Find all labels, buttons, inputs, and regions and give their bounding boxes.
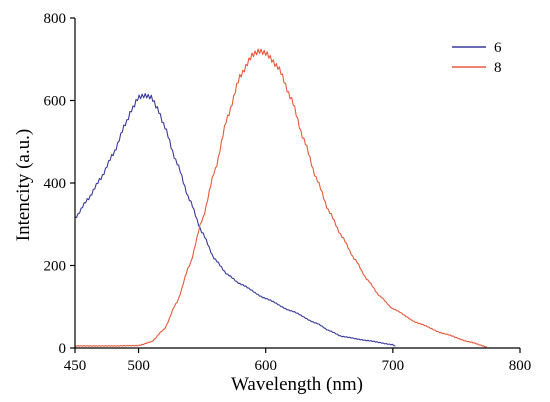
x-tick-label: 500 — [127, 358, 150, 374]
series-6-line — [74, 93, 396, 347]
y-tick-label: 400 — [44, 176, 67, 192]
legend-label-8: 8 — [494, 60, 502, 76]
y-tick-label: 600 — [44, 94, 67, 110]
ticks: 450 500 600 700 800 0 200 400 600 800 — [44, 11, 532, 374]
y-tick-label: 800 — [44, 11, 67, 27]
y-axis-title: Intencity (a.u.) — [13, 129, 34, 241]
legend: 68 — [452, 40, 502, 76]
y-tick-label: 0 — [59, 341, 67, 357]
series-lines — [74, 48, 488, 348]
x-tick-label: 800 — [509, 358, 532, 374]
legend-label-6: 6 — [494, 40, 502, 56]
x-tick-label: 600 — [254, 358, 277, 374]
x-tick-label: 700 — [382, 358, 405, 374]
y-tick-label: 200 — [44, 259, 67, 275]
series-8-line — [74, 48, 488, 348]
x-axis-title: Wavelength (nm) — [231, 374, 363, 395]
x-tick-label: 450 — [64, 358, 87, 374]
